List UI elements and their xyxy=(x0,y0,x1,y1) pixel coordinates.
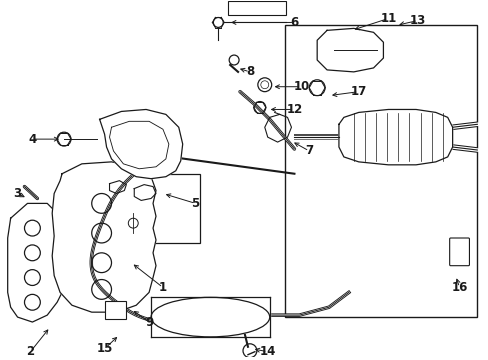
Text: 4: 4 xyxy=(28,132,37,146)
Polygon shape xyxy=(317,28,383,72)
Polygon shape xyxy=(100,109,183,179)
Polygon shape xyxy=(151,297,269,337)
Text: 11: 11 xyxy=(380,12,396,25)
Polygon shape xyxy=(8,203,65,322)
Text: 2: 2 xyxy=(26,345,35,358)
Text: 3: 3 xyxy=(14,187,21,200)
Text: 17: 17 xyxy=(350,85,366,98)
Bar xyxy=(102,174,200,243)
Polygon shape xyxy=(338,109,452,165)
Text: 8: 8 xyxy=(245,66,254,78)
Bar xyxy=(228,1,285,14)
Text: 9: 9 xyxy=(144,316,153,329)
Text: 15: 15 xyxy=(96,342,113,355)
Text: 1: 1 xyxy=(159,281,166,294)
Text: 12: 12 xyxy=(285,103,302,116)
Polygon shape xyxy=(52,162,156,312)
FancyBboxPatch shape xyxy=(104,301,126,319)
Text: 10: 10 xyxy=(293,80,309,93)
FancyBboxPatch shape xyxy=(449,238,468,266)
Text: 5: 5 xyxy=(191,197,199,210)
Text: 7: 7 xyxy=(305,144,313,157)
Bar xyxy=(284,26,476,317)
Text: 16: 16 xyxy=(450,281,467,294)
Text: 13: 13 xyxy=(409,14,425,27)
Text: 6: 6 xyxy=(290,16,298,29)
Text: 14: 14 xyxy=(259,345,275,358)
